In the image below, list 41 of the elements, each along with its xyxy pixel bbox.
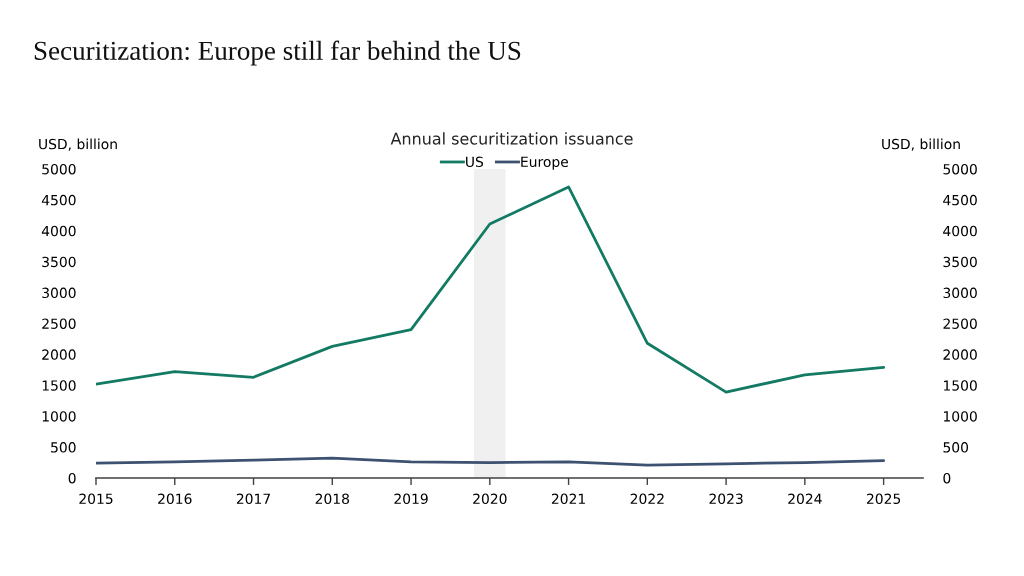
y-tick-label: 1000 xyxy=(42,411,76,422)
y2-axis-title: USD, billion xyxy=(882,138,960,151)
x-tick-label: 2025 xyxy=(866,493,901,505)
y-tick-label: 0 xyxy=(68,472,76,484)
y-tick-label: 5000 xyxy=(42,163,76,175)
x-tick-label: 2023 xyxy=(709,493,743,505)
y2-tick-label: 2500 xyxy=(943,318,977,329)
chart-title: Securitization: Europe still far behind the US xyxy=(34,40,521,66)
y-tick-label: 2000 xyxy=(42,349,76,360)
x-tick-label: 2024 xyxy=(788,493,822,505)
line-series xyxy=(96,185,886,394)
x-tick-label: 2017 xyxy=(236,493,271,505)
y2-tick-label: 3500 xyxy=(943,256,977,268)
chart-subtitle: Annual securitization issuance xyxy=(390,132,633,145)
x-tick-label: 2018 xyxy=(315,493,350,505)
y-tick-label: 2500 xyxy=(42,318,76,329)
y2-tick-label: 1000 xyxy=(943,411,977,422)
y2-tick-label: 500 xyxy=(943,442,969,453)
y2-tick-label: 2000 xyxy=(943,349,977,360)
y-tick-label: 3000 xyxy=(42,287,76,299)
y2-tick-label: 1500 xyxy=(943,380,977,391)
y-tick-label: 4500 xyxy=(41,194,76,206)
y2-tick-label: 0 xyxy=(943,472,951,484)
x-tick-label: 2021 xyxy=(551,493,585,505)
x-tick-label: 2016 xyxy=(158,493,192,505)
y2-tick-label: 4000 xyxy=(943,225,977,237)
x-tick-label: 2020 xyxy=(473,493,507,505)
y2-tick-label: 3000 xyxy=(943,287,977,299)
x-tick-label: 2019 xyxy=(394,493,428,505)
legend-label: US xyxy=(466,156,484,168)
y-tick-label: 3500 xyxy=(42,256,76,268)
y2-tick-label: 5000 xyxy=(943,163,977,175)
y-axis-title: USD, billion xyxy=(39,138,117,151)
y-tick-label: 500 xyxy=(51,442,76,453)
x-tick-label: 2015 xyxy=(79,493,113,505)
line-series xyxy=(96,456,886,467)
y-tick-label: 1500 xyxy=(42,380,76,391)
legend-label: Europe xyxy=(521,156,569,170)
y2-tick-label: 4500 xyxy=(943,194,977,206)
y-tick-label: 4000 xyxy=(41,225,76,237)
x-tick-label: 2022 xyxy=(630,493,664,505)
